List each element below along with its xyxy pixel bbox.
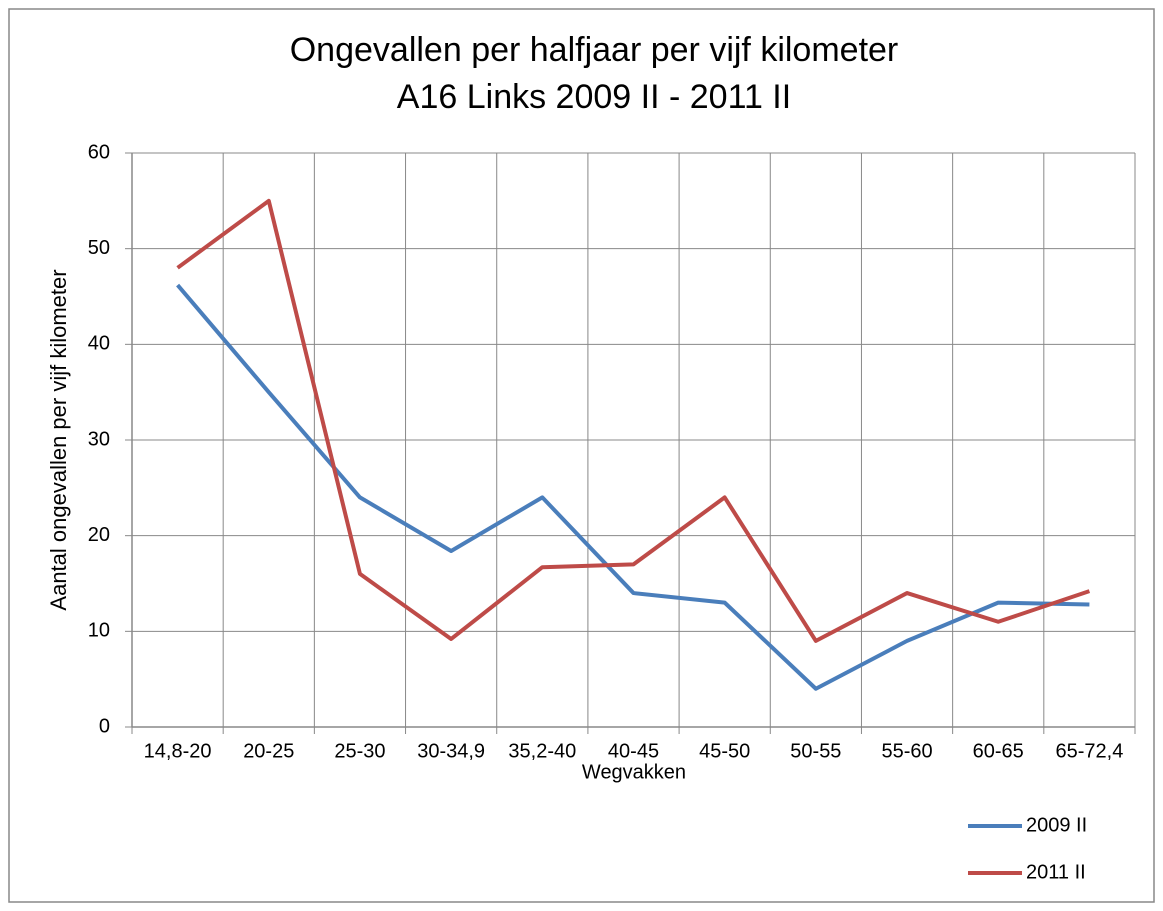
y-tick-label: 20 xyxy=(88,524,110,546)
x-tick-label: 25-30 xyxy=(334,740,385,762)
x-tick-label: 45-50 xyxy=(699,740,750,762)
legend-label: 2009 II xyxy=(1026,814,1087,836)
y-tick-label: 60 xyxy=(88,141,110,163)
chart-subtitle: A16 Links 2009 II - 2011 II xyxy=(397,78,791,116)
x-tick-label: 40-45 xyxy=(608,740,659,762)
x-tick-label: 55-60 xyxy=(881,740,932,762)
x-tick-label: 60-65 xyxy=(973,740,1024,762)
legend-label: 2011 II xyxy=(1026,861,1086,883)
x-tick-label: 35,2-40 xyxy=(508,740,576,762)
y-tick-label: 30 xyxy=(88,428,110,450)
chart-border xyxy=(8,8,1155,903)
x-tick-label: 50-55 xyxy=(790,740,841,762)
y-tick-label: 50 xyxy=(88,237,110,259)
y-tick-label: 0 xyxy=(99,715,110,737)
series-line xyxy=(176,283,1090,691)
y-tick-label: 40 xyxy=(88,333,110,355)
chart-title: Ongevallen per halfjaar per vijf kilomet… xyxy=(290,31,899,69)
y-tick-label: 10 xyxy=(88,620,110,642)
x-tick-label: 30-34,9 xyxy=(417,740,485,762)
x-tick-label: 14,8-20 xyxy=(144,740,212,762)
series-line xyxy=(176,198,1091,643)
x-axis-label: Wegvakken xyxy=(582,761,686,783)
y-axis-label: Aantal ongevallen per vijf kilometer xyxy=(46,269,71,610)
x-tick-label: 20-25 xyxy=(243,740,294,762)
x-tick-label: 65-72,4 xyxy=(1055,740,1123,762)
